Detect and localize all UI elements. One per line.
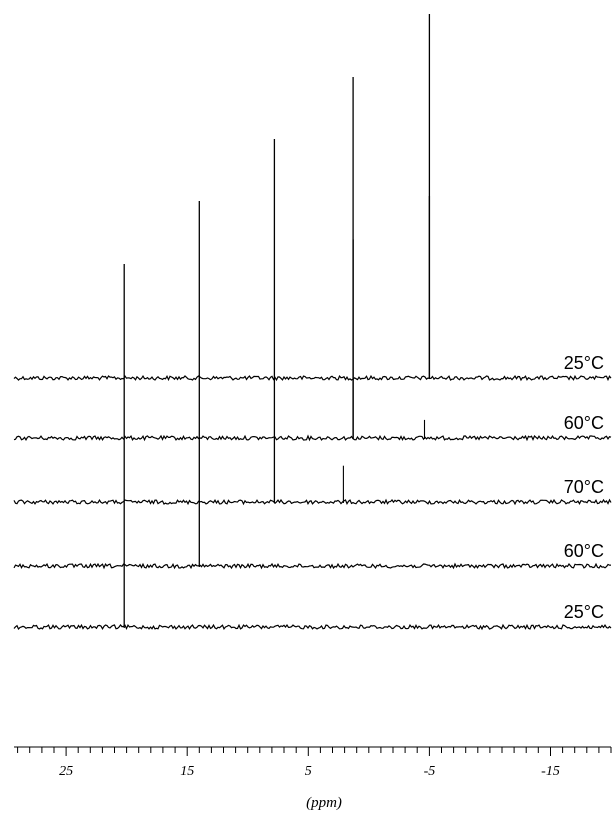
baseline-noise — [13, 374, 612, 382]
trace-temperature-label: 70°C — [564, 477, 604, 497]
x-tick-label: 5 — [305, 764, 312, 779]
spectrum-traces — [13, 14, 612, 631]
spectrum-trace — [13, 77, 612, 442]
trace-temperature-label: 25°C — [564, 353, 604, 373]
spectrum-trace — [13, 201, 612, 570]
x-tick-label: 15 — [180, 764, 194, 779]
x-axis-title: (ppm) — [306, 795, 342, 811]
baseline-noise — [13, 623, 612, 631]
x-axis: 25 15 5 -5 -15 — [14, 746, 612, 779]
trace-labels: 25°C 60°C 70°C 60°C 25°C — [564, 353, 604, 622]
baseline-noise — [13, 562, 612, 570]
x-tick-label: 25 — [59, 764, 73, 779]
trace-temperature-label: 25°C — [564, 602, 604, 622]
baseline-noise — [13, 434, 612, 442]
trace-temperature-label: 60°C — [564, 413, 604, 433]
x-tick-label: -15 — [541, 764, 560, 779]
spectrum-trace — [13, 139, 612, 506]
spectrum-trace — [13, 14, 612, 382]
baseline-noise — [13, 498, 612, 506]
spectrum-trace — [13, 264, 612, 631]
trace-temperature-label: 60°C — [564, 541, 604, 561]
x-tick-label: -5 — [424, 764, 436, 779]
